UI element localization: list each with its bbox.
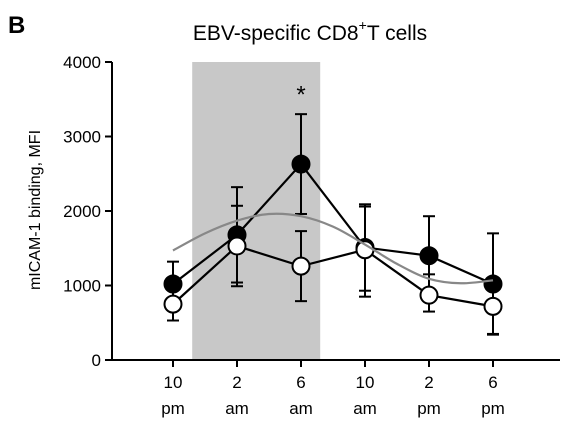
open-point — [419, 285, 439, 305]
open-point — [227, 236, 247, 256]
x-tick-label-value: 2 — [424, 373, 433, 392]
y-tick-label: 1000 — [63, 277, 101, 296]
x-tick-label-unit: pm — [417, 399, 441, 418]
x-tick-label-value: 6 — [296, 373, 305, 392]
y-tick-label: 3000 — [63, 128, 101, 147]
x-tick-label-unit: am — [289, 399, 313, 418]
x-tick-label-value: 6 — [488, 373, 497, 392]
y-tick-label: 4000 — [63, 53, 101, 72]
series-line — [172, 162, 494, 286]
panel-label: B — [8, 12, 25, 39]
chart-title: EBV-specific CD8+T cells — [193, 17, 427, 45]
open-point — [163, 294, 183, 314]
open-point — [483, 296, 503, 316]
y-tick-label: 0 — [92, 351, 101, 370]
series-3 — [172, 212, 494, 285]
x-tick-label-unit: pm — [481, 399, 505, 418]
filled-point — [419, 246, 439, 266]
fitted-curve — [172, 212, 494, 285]
plot-area: 0 1000 2000 3000 4000 10 pm 2 am 6 am 10 am 2 pm 6 pm * — [63, 53, 560, 418]
significance-annotation: * — [296, 81, 305, 108]
chart-title-tail: T cells — [367, 22, 427, 45]
x-tick-label-unit: pm — [161, 399, 185, 418]
x-tick-label-unit: am — [353, 399, 377, 418]
y-tick-label: 2000 — [63, 202, 101, 221]
series-line — [172, 244, 494, 308]
y-axis-label: mICAM-1 binding, MFI — [27, 130, 44, 290]
open-point — [291, 256, 311, 276]
x-tick-label-value: 2 — [232, 373, 241, 392]
x-tick-label-value: 10 — [164, 373, 183, 392]
x-tick-label-unit: am — [225, 399, 249, 418]
series-2 — [163, 204, 503, 335]
shaded-night-region — [192, 62, 321, 360]
filled-point — [291, 154, 311, 174]
x-tick-label-value: 10 — [356, 373, 375, 392]
chart-title-superscript: + — [359, 17, 367, 33]
chart-title-main: EBV-specific CD8 — [193, 22, 359, 45]
